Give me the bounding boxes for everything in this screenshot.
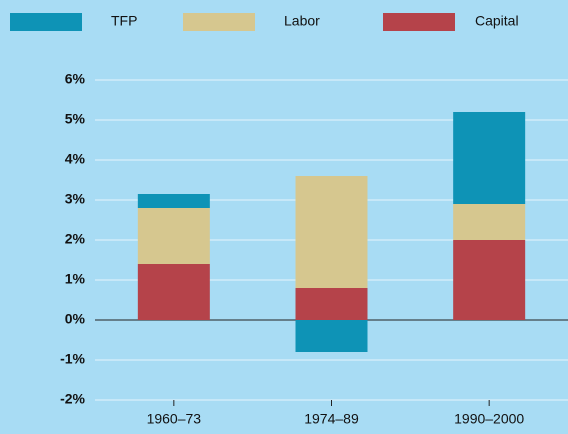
legend-swatch bbox=[183, 13, 255, 31]
legend-label: Capital bbox=[475, 13, 519, 29]
y-tick-label: 5% bbox=[65, 111, 86, 127]
bar-segment bbox=[453, 204, 526, 240]
legend-label: Labor bbox=[284, 13, 320, 29]
bar-segment bbox=[295, 320, 368, 352]
y-tick-label: 3% bbox=[65, 191, 86, 207]
y-tick-label: 6% bbox=[65, 71, 86, 87]
bar-segment bbox=[453, 240, 526, 320]
x-tick-label: 1974–89 bbox=[304, 411, 359, 427]
bar-segment bbox=[137, 264, 210, 320]
legend-swatch bbox=[383, 13, 455, 31]
bar-segment bbox=[137, 208, 210, 264]
y-tick-label: -2% bbox=[60, 391, 85, 407]
y-tick-label: -1% bbox=[60, 351, 85, 367]
x-tick-label: 1990–2000 bbox=[454, 411, 524, 427]
y-tick-label: 4% bbox=[65, 151, 86, 167]
bar-segment bbox=[137, 194, 210, 208]
bar-segment bbox=[453, 112, 526, 204]
y-tick-label: 1% bbox=[65, 271, 86, 287]
y-tick-label: 0% bbox=[65, 311, 86, 327]
y-tick-label: 2% bbox=[65, 231, 86, 247]
x-tick-label: 1960–73 bbox=[147, 411, 202, 427]
legend-label: TFP bbox=[111, 13, 137, 29]
legend-swatch bbox=[10, 13, 82, 31]
bar-segment bbox=[295, 288, 368, 320]
bar-segment bbox=[295, 176, 368, 288]
